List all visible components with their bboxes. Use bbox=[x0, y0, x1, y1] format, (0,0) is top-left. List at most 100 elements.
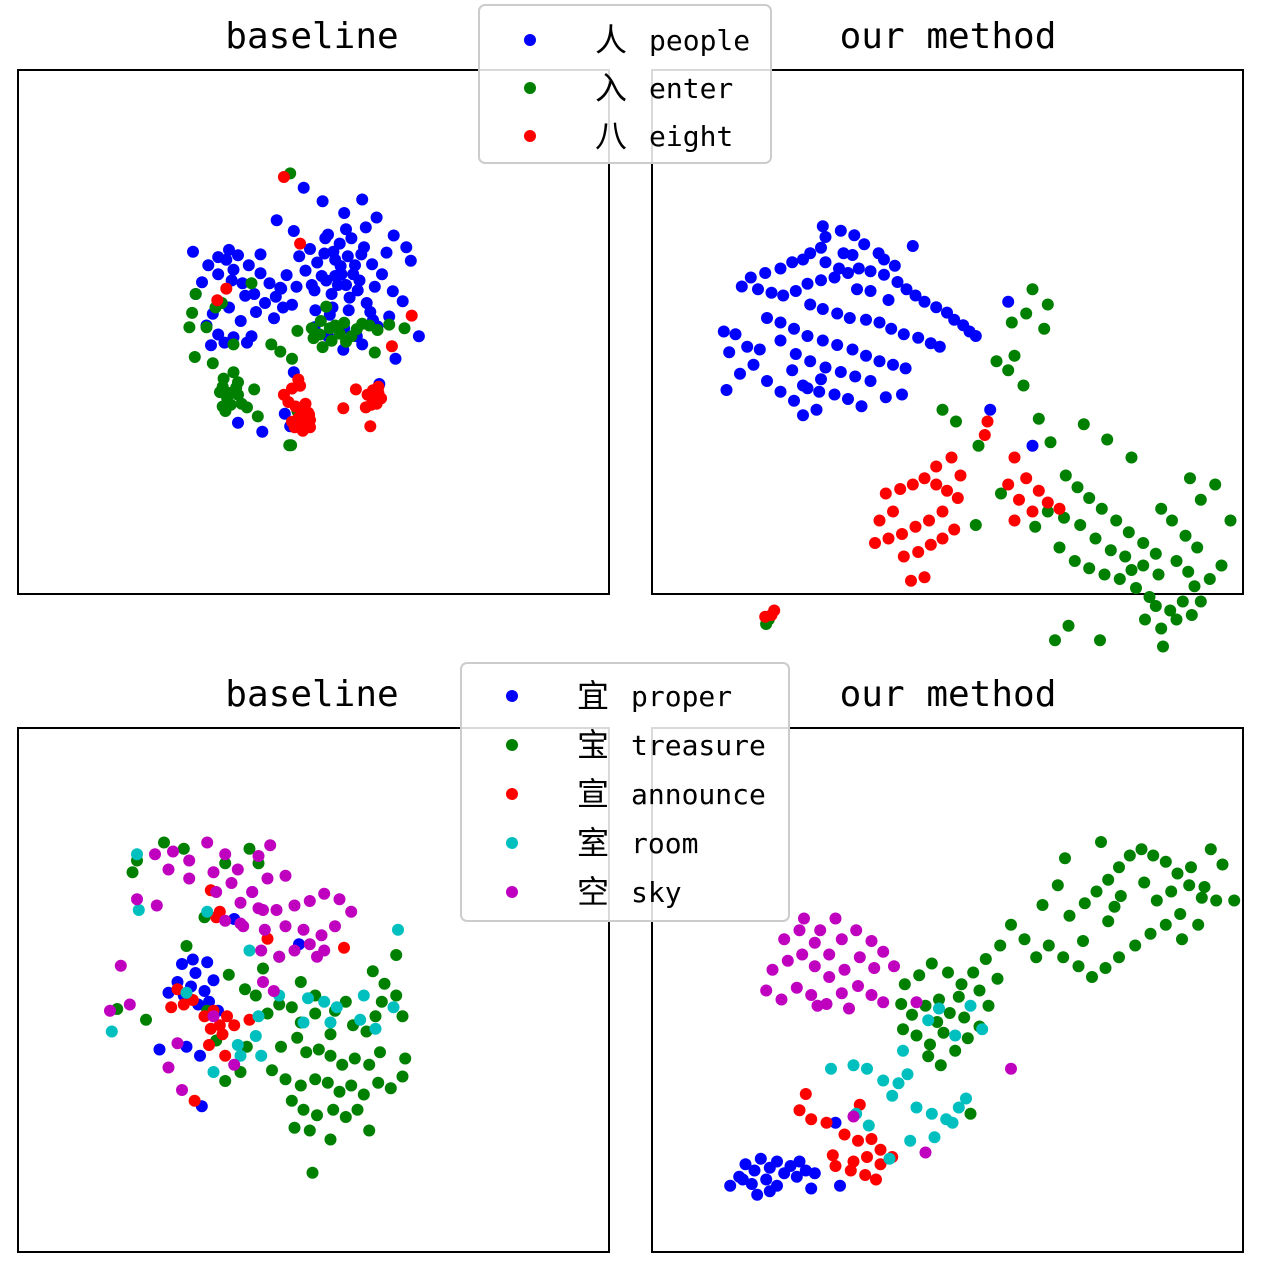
point-proper bbox=[834, 1179, 846, 1192]
point-enter bbox=[1143, 591, 1156, 603]
point-room bbox=[877, 1074, 890, 1087]
point-people bbox=[347, 268, 360, 281]
point-treasure bbox=[324, 1049, 337, 1062]
point-enter bbox=[1119, 550, 1132, 563]
point-people bbox=[333, 237, 346, 250]
point-treasure bbox=[1059, 852, 1071, 865]
point-enter bbox=[325, 334, 338, 347]
point-people bbox=[896, 388, 908, 401]
point-sky bbox=[843, 1002, 855, 1015]
point-sky bbox=[311, 950, 323, 963]
point-people bbox=[948, 313, 961, 326]
point-people bbox=[753, 343, 766, 356]
point-eight bbox=[869, 537, 881, 549]
point-eight bbox=[930, 460, 943, 473]
point-eight bbox=[954, 469, 967, 482]
point-treasure bbox=[1108, 900, 1121, 913]
point-announce bbox=[210, 911, 223, 924]
point-treasure bbox=[1210, 894, 1223, 907]
point-people bbox=[849, 370, 862, 383]
point-people bbox=[833, 262, 845, 275]
point-enter bbox=[219, 405, 232, 417]
point-enter bbox=[1053, 541, 1066, 554]
point-enter bbox=[972, 439, 985, 452]
point-enter bbox=[383, 318, 396, 331]
point-proper bbox=[799, 1164, 812, 1177]
legend-glyph-eight: 八 bbox=[595, 117, 627, 155]
point-people bbox=[801, 382, 814, 395]
point-treasure bbox=[351, 1103, 364, 1116]
point-eight bbox=[918, 472, 931, 485]
series-sky bbox=[104, 836, 358, 1096]
point-eight bbox=[768, 604, 781, 617]
point-sky bbox=[829, 912, 842, 925]
point-sky bbox=[207, 1010, 220, 1023]
point-enter bbox=[1029, 520, 1042, 533]
point-treasure bbox=[273, 998, 286, 1011]
point-treasure bbox=[339, 995, 352, 1008]
point-enter bbox=[1104, 544, 1117, 557]
point-people bbox=[828, 271, 841, 284]
point-eight bbox=[896, 528, 908, 540]
point-treasure bbox=[285, 1001, 298, 1014]
point-enter bbox=[316, 341, 329, 354]
point-people bbox=[864, 285, 877, 297]
point-treasure bbox=[324, 1028, 337, 1041]
legend-label-people: people bbox=[649, 24, 750, 57]
point-treasure bbox=[1057, 951, 1070, 964]
point-announce bbox=[874, 1143, 887, 1156]
point-eight bbox=[304, 421, 316, 434]
point-people bbox=[343, 291, 356, 304]
point-people bbox=[831, 339, 844, 351]
point-sky bbox=[823, 971, 836, 983]
point-people bbox=[345, 232, 358, 245]
point-enter bbox=[1137, 559, 1150, 572]
point-people bbox=[309, 304, 322, 317]
point-enter bbox=[1032, 412, 1045, 425]
point-enter bbox=[1002, 364, 1015, 377]
point-sky bbox=[228, 1058, 241, 1071]
point-eight bbox=[905, 574, 917, 587]
point-eight bbox=[292, 373, 305, 386]
point-enter bbox=[323, 322, 336, 335]
point-treasure bbox=[294, 1079, 307, 1092]
point-room bbox=[357, 989, 370, 1002]
point-people bbox=[212, 268, 225, 281]
point-enter bbox=[1176, 595, 1189, 608]
point-sky bbox=[150, 899, 163, 912]
point-enter bbox=[1157, 640, 1169, 653]
point-enter bbox=[1101, 433, 1114, 446]
point-enter bbox=[1125, 451, 1138, 464]
point-treasure bbox=[348, 1052, 361, 1065]
point-treasure bbox=[312, 1043, 325, 1056]
point-people bbox=[801, 330, 814, 342]
point-people bbox=[340, 279, 352, 291]
point-room bbox=[207, 1066, 220, 1078]
point-enter bbox=[1125, 564, 1138, 576]
point-people bbox=[268, 312, 280, 325]
point-people bbox=[848, 229, 861, 242]
point-people bbox=[356, 193, 369, 206]
point-sky bbox=[246, 886, 259, 898]
point-sky bbox=[793, 924, 806, 937]
point-treasure bbox=[366, 965, 379, 978]
point-room bbox=[324, 1016, 337, 1029]
series-sky bbox=[760, 912, 1017, 1159]
point-proper bbox=[153, 1043, 166, 1056]
point-people bbox=[239, 289, 252, 302]
point-announce bbox=[829, 1160, 842, 1172]
point-treasure bbox=[1150, 894, 1163, 907]
point-sky bbox=[852, 980, 864, 992]
point-enter bbox=[1113, 573, 1126, 585]
point-treasure bbox=[1123, 849, 1136, 862]
point-treasure bbox=[1174, 908, 1187, 920]
point-treasure bbox=[1147, 849, 1160, 862]
point-people bbox=[891, 276, 904, 288]
point-announce bbox=[874, 1158, 887, 1171]
point-people bbox=[218, 336, 231, 349]
point-room bbox=[354, 1013, 367, 1026]
point-people bbox=[269, 290, 282, 303]
point-treasure bbox=[396, 1010, 409, 1023]
point-people bbox=[846, 249, 859, 261]
point-people bbox=[744, 271, 757, 284]
